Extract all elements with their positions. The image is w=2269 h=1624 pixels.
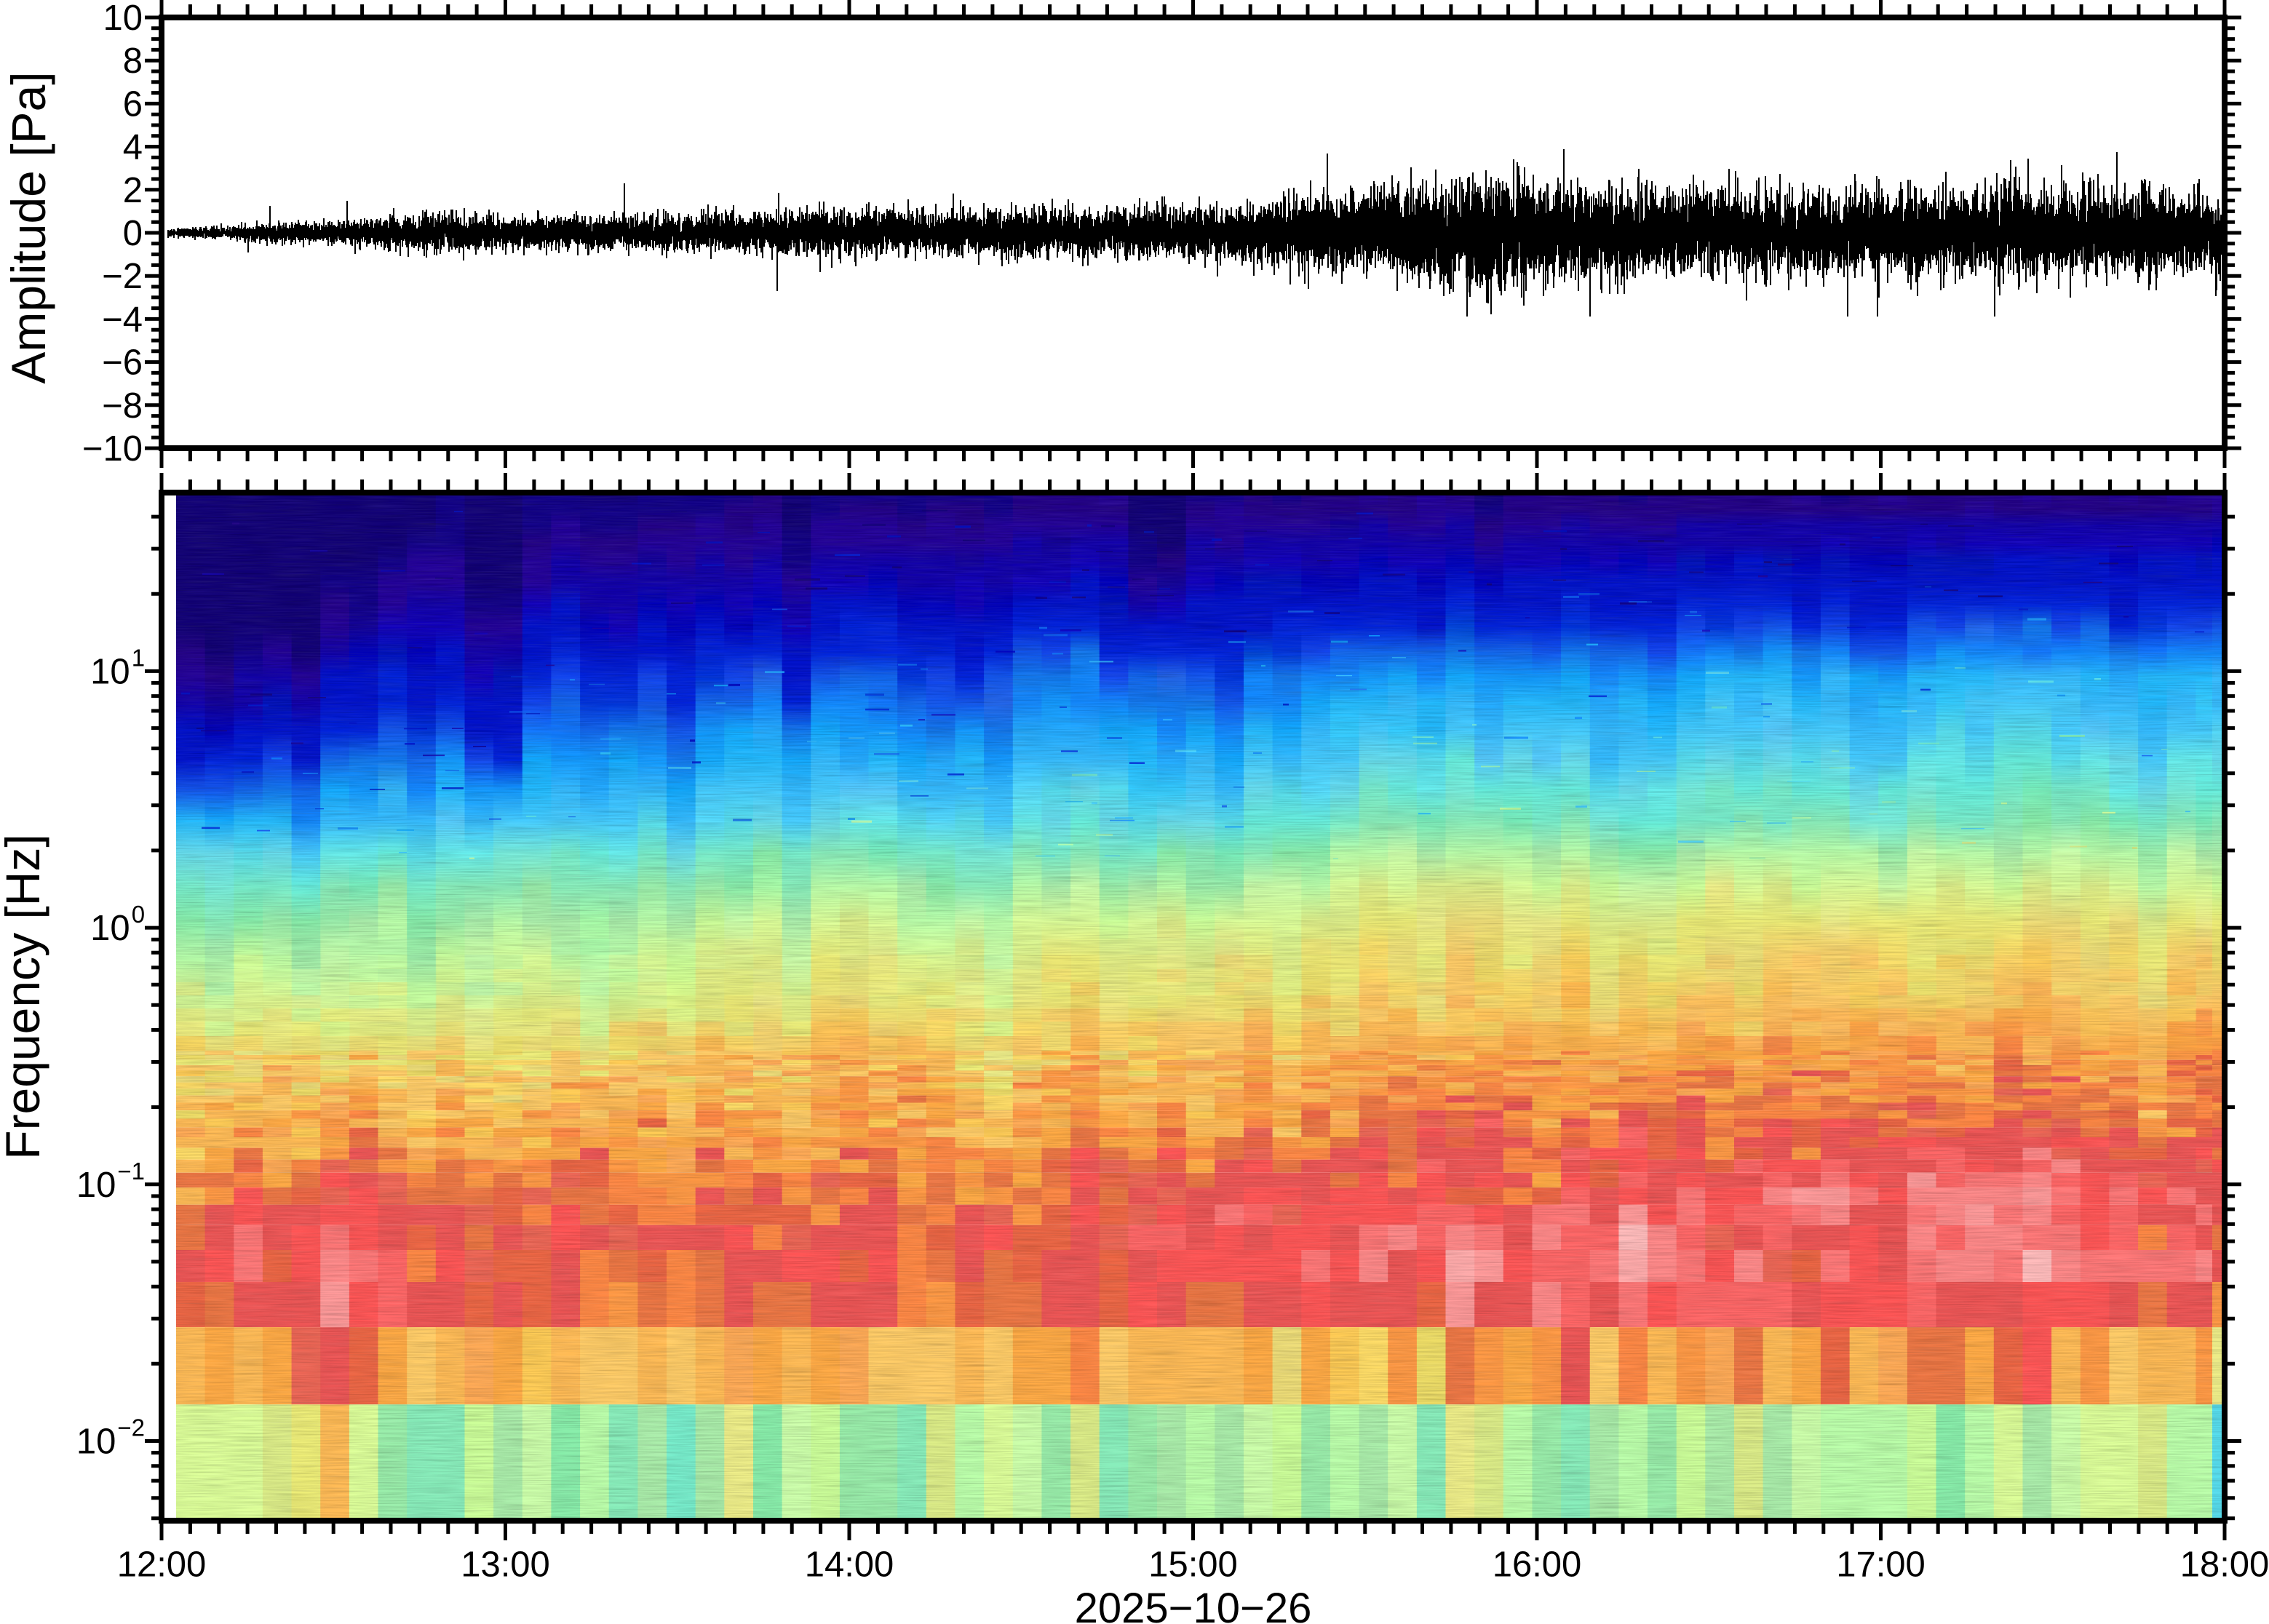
svg-text:Frequency [Hz]: Frequency [Hz] bbox=[0, 834, 49, 1160]
svg-text:2025−10−26: 2025−10−26 bbox=[1075, 1585, 1312, 1624]
svg-text:0: 0 bbox=[123, 214, 143, 253]
svg-text:6: 6 bbox=[123, 84, 143, 124]
svg-text:10: 10 bbox=[76, 1166, 116, 1205]
svg-text:−4: −4 bbox=[102, 300, 143, 339]
svg-text:0: 0 bbox=[132, 901, 145, 928]
svg-text:1: 1 bbox=[132, 644, 145, 671]
svg-text:13:00: 13:00 bbox=[461, 1545, 550, 1585]
svg-text:4: 4 bbox=[123, 128, 143, 167]
svg-text:17:00: 17:00 bbox=[1836, 1545, 1926, 1585]
svg-text:−2: −2 bbox=[117, 1414, 145, 1441]
svg-text:18:00: 18:00 bbox=[2180, 1545, 2269, 1585]
svg-text:−2: −2 bbox=[102, 257, 143, 296]
svg-text:16:00: 16:00 bbox=[1493, 1545, 1582, 1585]
svg-text:2: 2 bbox=[123, 171, 143, 210]
svg-text:10: 10 bbox=[90, 652, 130, 691]
svg-text:−1: −1 bbox=[117, 1158, 145, 1185]
svg-text:−10: −10 bbox=[82, 429, 143, 469]
svg-text:10: 10 bbox=[76, 1422, 116, 1462]
svg-text:8: 8 bbox=[123, 41, 143, 81]
svg-text:−8: −8 bbox=[102, 386, 143, 426]
svg-text:10: 10 bbox=[103, 0, 143, 38]
svg-text:10: 10 bbox=[90, 909, 130, 948]
svg-text:−6: −6 bbox=[102, 343, 143, 383]
svg-text:14:00: 14:00 bbox=[805, 1545, 894, 1585]
svg-text:12:00: 12:00 bbox=[117, 1545, 207, 1585]
svg-text:Amplitude [Pa]: Amplitude [Pa] bbox=[1, 71, 55, 383]
svg-text:15:00: 15:00 bbox=[1148, 1545, 1238, 1585]
